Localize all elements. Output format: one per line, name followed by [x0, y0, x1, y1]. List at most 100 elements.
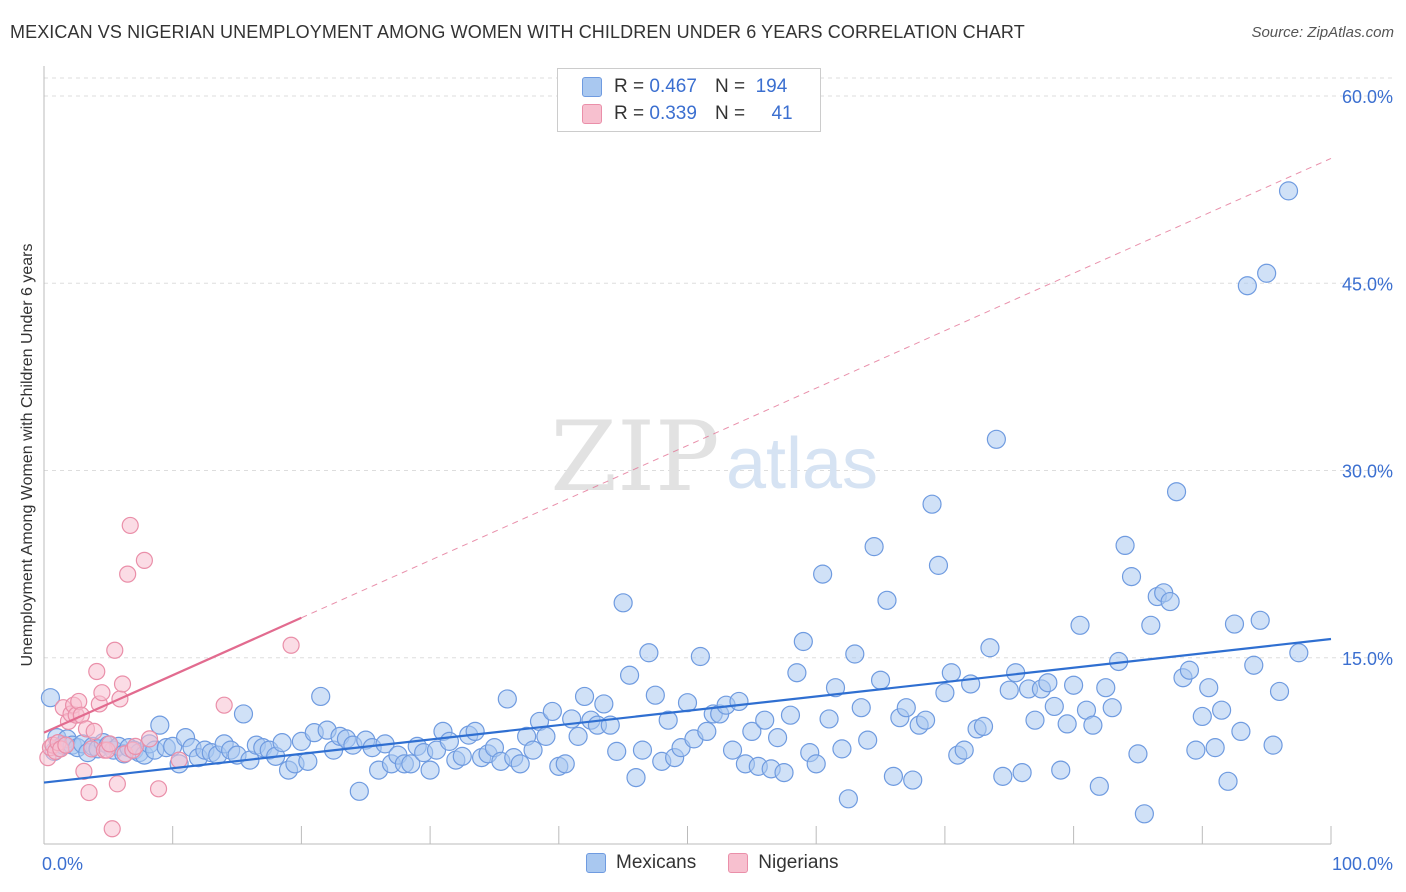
mexicans-point: [1257, 263, 1277, 283]
mexicans-point: [845, 644, 865, 664]
mexicans-point: [883, 766, 904, 786]
nigerians-point: [135, 551, 153, 569]
mexicans-point: [568, 726, 588, 746]
mexicans-point: [40, 688, 61, 708]
mexicans-point: [928, 555, 949, 575]
mexicans-point: [1231, 721, 1251, 742]
mexicans-point: [510, 754, 530, 774]
mexicans-point: [729, 691, 749, 712]
nigerians-point: [282, 636, 300, 654]
grid-lines: [44, 77, 1394, 659]
nigerians-point: [57, 736, 75, 754]
mexicans-point: [858, 730, 878, 750]
mexicans-point: [594, 694, 614, 714]
mexicans-point: [1212, 700, 1232, 720]
nigerians-points: [39, 516, 300, 838]
mexicans-point: [742, 721, 762, 742]
mexicans-point: [150, 715, 170, 735]
nigerians-point: [85, 722, 103, 741]
axes: [43, 66, 1332, 845]
mexicans-point: [1166, 482, 1187, 502]
mexicans-point: [993, 766, 1013, 786]
nigerians-point: [121, 516, 139, 535]
nigerians-swatch: [582, 104, 602, 124]
mexicans-point: [1102, 698, 1122, 718]
mexicans-point: [697, 721, 717, 742]
mexicans-point: [1179, 660, 1200, 680]
mexicans-point: [1115, 535, 1135, 556]
nigerians-point: [113, 675, 132, 693]
legend-item-nigerians[interactable]: Nigerians: [728, 852, 839, 874]
mexicans-point: [1051, 760, 1071, 780]
mexicans-point: [1121, 567, 1142, 587]
legend-row-nigerians: R = 0.339 N = 41: [582, 102, 793, 126]
mexicans-point: [452, 746, 472, 766]
nigerians-point: [215, 696, 233, 714]
mexicans-point: [677, 693, 698, 713]
y-tick-label: 15.0%: [1342, 649, 1393, 669]
mexicans-point: [813, 564, 833, 584]
mexicans-point: [1289, 643, 1309, 663]
mexicans-point: [401, 754, 421, 774]
legend-label-mexicans: Mexicans: [616, 852, 697, 873]
mexicans-point: [1044, 696, 1064, 717]
mexicans-point: [767, 728, 788, 748]
mexicans-point: [1057, 714, 1077, 734]
nigerians-point: [106, 641, 124, 659]
mexicans-point: [903, 770, 923, 790]
mexicans-point: [1199, 678, 1219, 698]
mexicans-point: [233, 704, 254, 724]
mexicans-point: [1141, 615, 1161, 635]
legend-n-label: N =: [714, 76, 746, 97]
mexicans-point: [1134, 804, 1154, 824]
mexicans-point: [1070, 615, 1090, 635]
source-credit: Source: ZipAtlas.com: [1251, 24, 1394, 41]
mexicans-point: [1205, 738, 1225, 758]
nigerians-point: [93, 684, 111, 702]
nigerians-trend-extension: [301, 157, 1332, 619]
watermark: ZIP atlas: [550, 401, 878, 513]
mexicans-point: [523, 740, 543, 760]
mexicans-point: [420, 760, 440, 780]
mexicans-point: [272, 733, 292, 753]
nigerians-point: [101, 735, 119, 753]
legend-n-value: 194: [755, 76, 788, 97]
mexicans-point: [864, 537, 884, 557]
mexicans-point: [311, 686, 331, 707]
mexicans-point: [1269, 681, 1290, 702]
nigerians-point: [126, 737, 144, 755]
mexicans-point: [915, 710, 936, 730]
mexicans-point: [555, 754, 575, 774]
mexicans-point: [825, 678, 846, 698]
legend-r-value: 0.467: [649, 76, 697, 97]
y-tick-label: 45.0%: [1342, 274, 1393, 294]
nigerians-point: [80, 783, 98, 802]
legend-label-nigerians: Nigerians: [758, 852, 839, 873]
mexicans-swatch: [586, 853, 606, 873]
legend-item-mexicans[interactable]: Mexicans: [586, 852, 696, 874]
nigerians-point: [149, 780, 168, 798]
mexicans-point: [497, 689, 517, 709]
nigerians-trend-line: [43, 616, 302, 734]
nigerians-point: [170, 751, 188, 769]
legend-n-value: 41: [771, 103, 793, 124]
mexicans-point: [632, 740, 653, 760]
mexicans-point: [973, 716, 994, 737]
mexicans-point: [645, 685, 665, 705]
stats-legend: R = 0.467 N = 194 R = 0.339 N = 41: [557, 68, 821, 132]
mexicans-point: [1224, 614, 1245, 634]
mexicans-point: [574, 686, 595, 707]
mexicans-point: [870, 670, 891, 690]
mexicans-point: [1096, 678, 1116, 698]
mexicans-point: [935, 683, 955, 703]
mexicans-point: [1012, 762, 1032, 783]
mexicans-point: [465, 721, 485, 742]
mexicans-point: [1063, 675, 1084, 695]
mexicans-point: [922, 494, 942, 514]
mexicans-point: [690, 646, 710, 667]
mexicans-point: [980, 638, 1000, 658]
mexicans-point: [658, 710, 678, 730]
mexicans-point: [619, 665, 640, 685]
mexicans-point: [755, 710, 775, 730]
chart-title: MEXICAN VS NIGERIAN UNEMPLOYMENT AMONG W…: [10, 22, 1025, 42]
